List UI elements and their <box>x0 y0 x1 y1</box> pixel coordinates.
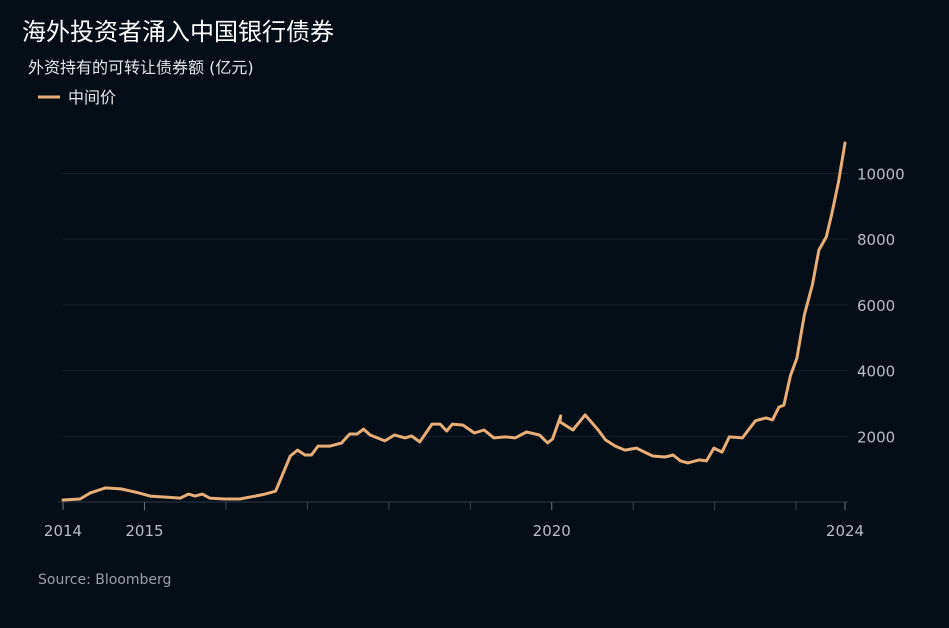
data-line <box>61 141 847 502</box>
chart-subtitle: 外资持有的可转让债券额 (亿元) <box>28 58 254 77</box>
y-tick-label: 2000 <box>857 428 895 446</box>
x-tick-label: 2024 <box>826 522 864 540</box>
y-tick-label: 6000 <box>857 297 895 315</box>
x-tick-label: 2015 <box>125 522 163 540</box>
y-tick-label: 4000 <box>857 363 895 381</box>
source: Source: Bloomberg <box>38 572 171 588</box>
y-tick-label: 10000 <box>857 165 905 183</box>
x-tick-label: 2020 <box>533 522 571 540</box>
y-tick-label: 8000 <box>857 231 895 249</box>
x-tick-label: 2014 <box>44 522 82 540</box>
legend-label: 中间价 <box>68 88 116 107</box>
chart-title: 海外投资者涌入中国银行债券 <box>22 18 334 46</box>
